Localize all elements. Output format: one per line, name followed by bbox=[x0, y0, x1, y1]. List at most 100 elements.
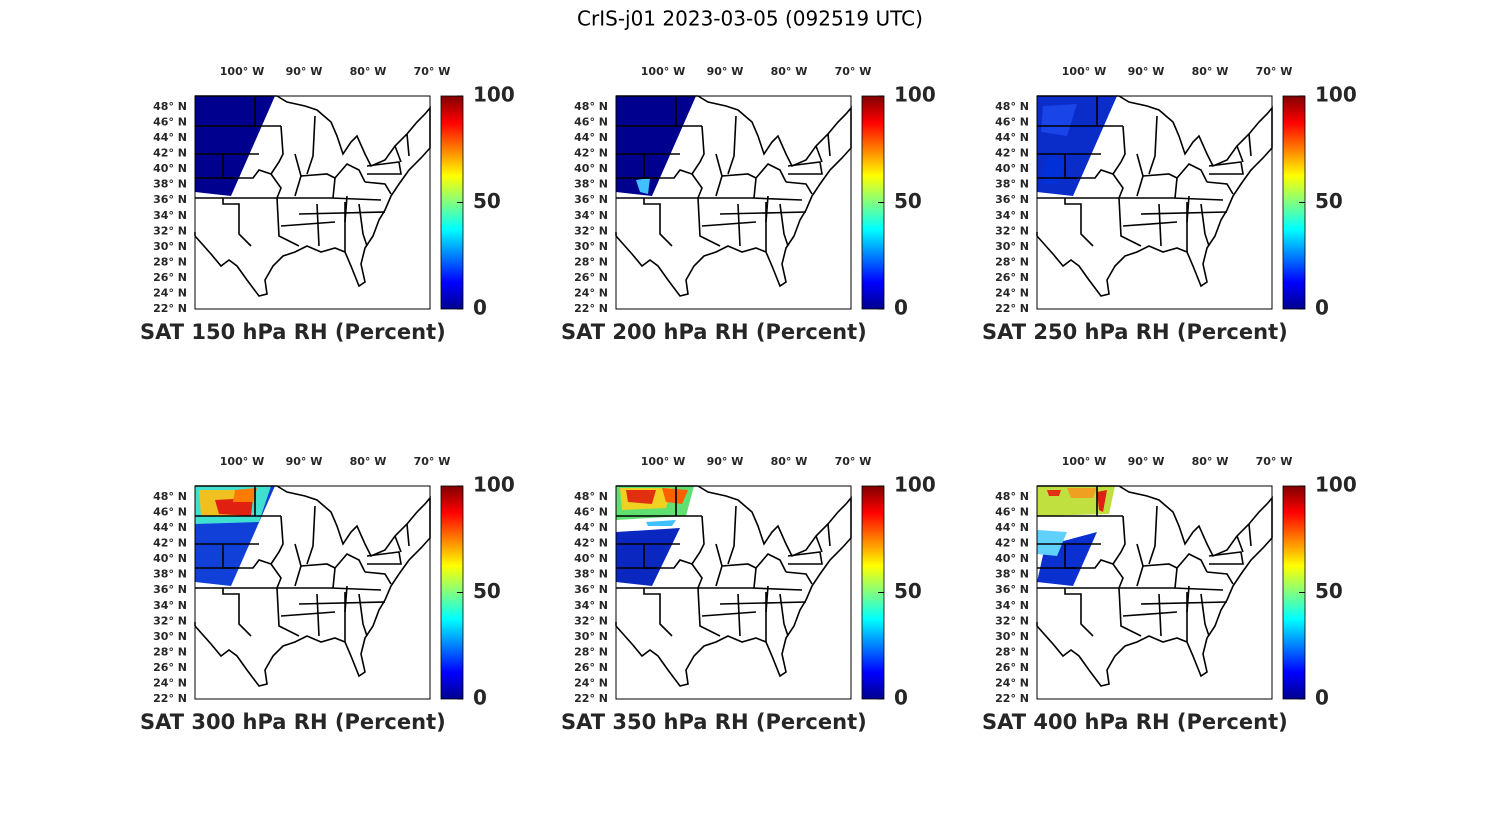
lon-label: 90° W bbox=[1128, 455, 1165, 468]
state-border bbox=[1208, 551, 1244, 565]
state-border bbox=[616, 559, 693, 569]
state-border bbox=[719, 211, 807, 215]
state-border bbox=[300, 173, 336, 179]
lon-label: 70° W bbox=[835, 455, 872, 468]
state-border bbox=[1206, 571, 1234, 585]
state-border bbox=[755, 163, 787, 183]
state-border bbox=[691, 563, 703, 589]
colorbar-tick-label: 50 bbox=[894, 579, 922, 603]
map-frame bbox=[1036, 485, 1273, 700]
lat-label: 28° N bbox=[995, 255, 1029, 268]
lat-label: 26° N bbox=[995, 661, 1029, 674]
lat-label: 22° N bbox=[153, 692, 187, 705]
rh-swath bbox=[662, 488, 688, 504]
colorbar-tick-label: 50 bbox=[473, 579, 501, 603]
lon-label: 90° W bbox=[707, 455, 744, 468]
state-border bbox=[616, 197, 803, 201]
state-border bbox=[332, 567, 336, 589]
lat-label: 46° N bbox=[574, 116, 608, 129]
lat-label: 24° N bbox=[153, 676, 187, 689]
state-border bbox=[755, 553, 787, 573]
lat-label: 46° N bbox=[153, 506, 187, 519]
state-border bbox=[344, 195, 348, 223]
state-border bbox=[280, 611, 336, 617]
lat-label: 40° N bbox=[574, 162, 608, 175]
state-border bbox=[727, 115, 737, 175]
state-border bbox=[1118, 197, 1142, 247]
coastline bbox=[194, 485, 431, 687]
lat-label: 22° N bbox=[995, 302, 1029, 315]
rh-swath bbox=[616, 528, 680, 586]
coastline bbox=[615, 485, 852, 687]
lon-label: 80° W bbox=[350, 455, 387, 468]
state-border bbox=[294, 153, 302, 197]
state-border bbox=[1174, 177, 1178, 199]
state-border bbox=[1174, 567, 1178, 589]
lat-label: 32° N bbox=[574, 224, 608, 237]
state-border bbox=[334, 553, 366, 573]
map-panel: 100° W 90° W 80° W 70° W 48° N 46° N 44° N 42° … bbox=[561, 65, 936, 344]
state-border bbox=[1112, 563, 1124, 589]
state-border bbox=[406, 133, 410, 157]
state-border bbox=[1206, 181, 1234, 195]
lat-label: 38° N bbox=[574, 568, 608, 581]
state-border bbox=[364, 181, 392, 195]
rh-swath bbox=[1037, 530, 1067, 556]
state-border bbox=[1148, 115, 1158, 175]
state-border bbox=[1148, 505, 1158, 565]
state-border bbox=[616, 587, 803, 591]
rh-swath bbox=[1067, 488, 1097, 498]
lat-label: 24° N bbox=[995, 286, 1029, 299]
panel-title: SAT 400 hPa RH (Percent) bbox=[982, 710, 1288, 734]
lat-label: 32° N bbox=[153, 614, 187, 627]
lat-label: 40° N bbox=[574, 552, 608, 565]
lat-label: 26° N bbox=[995, 271, 1029, 284]
lon-label: 90° W bbox=[286, 65, 323, 78]
state-border bbox=[1112, 125, 1126, 175]
state-border bbox=[719, 601, 807, 605]
lat-label: 22° N bbox=[574, 692, 608, 705]
lat-label: 40° N bbox=[995, 552, 1029, 565]
state-border bbox=[306, 505, 316, 565]
lat-label: 36° N bbox=[574, 583, 608, 596]
state-border bbox=[1122, 611, 1178, 617]
lon-label: 90° W bbox=[1128, 65, 1165, 78]
panel-title: SAT 350 hPa RH (Percent) bbox=[561, 710, 867, 734]
lat-label: 42° N bbox=[153, 537, 187, 550]
state-border bbox=[753, 177, 757, 199]
map-panel: 100° W 90° W 80° W 70° W 48° N 46° N 44° N 42° … bbox=[140, 65, 515, 344]
lat-label: 34° N bbox=[153, 209, 187, 222]
state-border bbox=[1140, 211, 1228, 215]
lat-label: 34° N bbox=[574, 599, 608, 612]
lat-label: 42° N bbox=[995, 147, 1029, 160]
lat-label: 28° N bbox=[995, 645, 1029, 658]
state-border bbox=[691, 515, 705, 565]
rh-swath bbox=[626, 490, 656, 504]
colorbar-tick-label: 0 bbox=[473, 296, 487, 320]
state-border bbox=[787, 551, 823, 565]
lat-label: 28° N bbox=[153, 255, 187, 268]
lat-label: 44° N bbox=[574, 521, 608, 534]
lat-label: 34° N bbox=[574, 209, 608, 222]
coastline bbox=[1036, 95, 1273, 297]
lat-label: 44° N bbox=[574, 131, 608, 144]
lon-label: 90° W bbox=[286, 455, 323, 468]
lon-label: 80° W bbox=[771, 455, 808, 468]
state-border bbox=[779, 203, 789, 247]
state-border bbox=[1142, 173, 1178, 179]
lat-label: 32° N bbox=[995, 224, 1029, 237]
lon-label: 70° W bbox=[835, 65, 872, 78]
state-border bbox=[1136, 153, 1144, 197]
state-border bbox=[366, 161, 402, 175]
state-border bbox=[737, 203, 741, 247]
state-border bbox=[195, 587, 382, 591]
rh-swath bbox=[1097, 490, 1107, 512]
lat-label: 34° N bbox=[995, 599, 1029, 612]
state-border bbox=[643, 588, 673, 637]
state-border bbox=[316, 593, 320, 637]
state-border bbox=[697, 197, 721, 247]
state-border bbox=[1037, 559, 1114, 569]
map-panel: 100° W 90° W 80° W 70° W 48° N 46° N 44° N 42° … bbox=[140, 455, 515, 734]
state-border bbox=[300, 563, 336, 569]
